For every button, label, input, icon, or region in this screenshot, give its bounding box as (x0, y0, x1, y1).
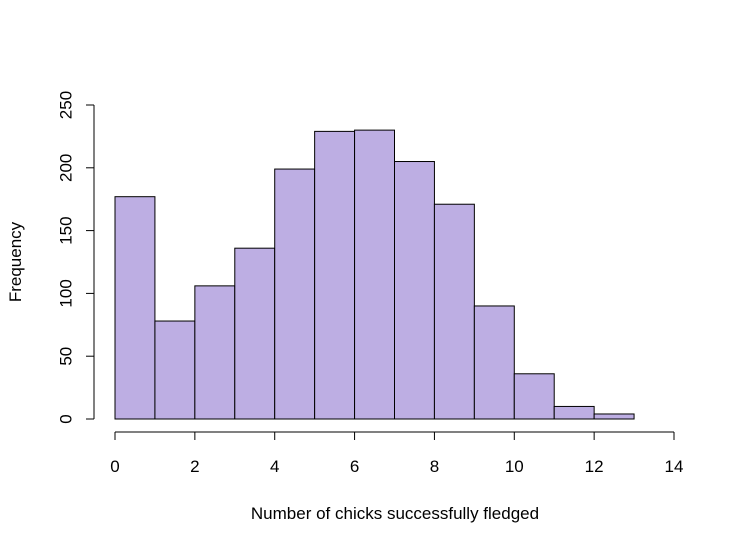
histogram-bar (473, 305, 515, 420)
x-tick-label: 4 (270, 457, 279, 476)
histogram-bar (114, 196, 156, 420)
x-axis: 0 2 4 6 8 10 12 14 (110, 431, 684, 476)
y-tick-label: 150 (57, 216, 76, 244)
histogram-bar (154, 320, 196, 420)
histogram-bar (234, 247, 276, 420)
y-tick-label: 250 (57, 91, 76, 119)
histogram-bar (194, 285, 236, 420)
x-tick-label: 12 (585, 457, 604, 476)
histogram-bar (394, 161, 435, 420)
y-tick-label: 200 (57, 154, 76, 182)
histogram-bar (593, 413, 635, 420)
histogram-bars (114, 129, 635, 420)
x-tick-label: 0 (110, 457, 119, 476)
y-tick-label: 50 (57, 347, 76, 366)
x-tick-label: 10 (505, 457, 524, 476)
y-axis: 0 50 100 150 200 250 (57, 91, 95, 424)
histogram-bar (513, 373, 555, 420)
x-tick-label: 2 (190, 457, 199, 476)
x-axis-title: Number of chicks successfully fledged (251, 504, 539, 523)
x-tick-label: 8 (430, 457, 439, 476)
y-tick-label: 0 (57, 414, 76, 423)
histogram-bar (314, 130, 356, 420)
x-tick-label: 14 (665, 457, 684, 476)
y-axis-title: Frequency (6, 221, 25, 302)
x-tick-label: 6 (350, 457, 359, 476)
histogram-bar (433, 203, 475, 420)
histogram-bar (274, 168, 316, 420)
histogram-bar (354, 129, 396, 420)
y-tick-label: 100 (57, 279, 76, 307)
histogram-bar (553, 405, 595, 420)
